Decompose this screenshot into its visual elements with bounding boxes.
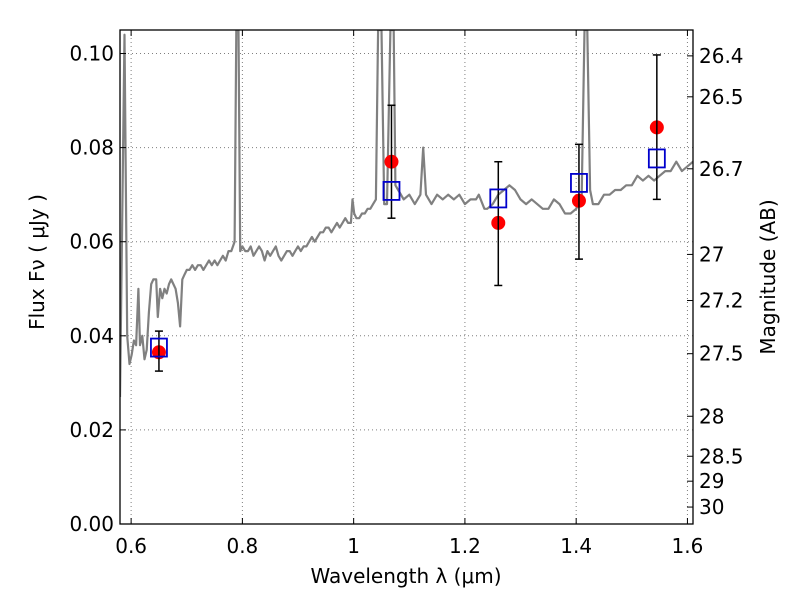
y-tick-label: 0.08 [69, 136, 114, 160]
synthetic-flux-marker [647, 148, 666, 169]
plot-frame [119, 29, 694, 525]
magnitude-tick-label: 28.5 [699, 444, 744, 468]
y-axis-label-right: Magnitude (AB) [756, 199, 780, 354]
x-tick-label: 1 [347, 534, 360, 558]
synthetic-flux-marker [150, 337, 168, 358]
y-tick-label: 0.00 [69, 512, 114, 536]
y-tick-label: 0.06 [69, 230, 114, 254]
y-tick-label: 0.02 [69, 418, 114, 442]
model-spectrum-line [120, 30, 693, 398]
x-tick-label: 0.6 [115, 534, 147, 558]
magnitude-tick-label: 30 [699, 495, 724, 519]
x-tick-label: 1.4 [560, 534, 592, 558]
magnitude-tick-label: 29 [699, 469, 724, 493]
plot-area [120, 30, 693, 398]
y-tick-label: 0.10 [69, 42, 114, 66]
y-axis-label-left: Flux Fν ( μJy ) [25, 194, 49, 330]
ticks: 0.6 0.8 1 1.2 1.4 1.6 0.00 0.02 0.04 0.06 0.08 0.10… [69, 30, 744, 558]
magnitude-tick-label: 26.7 [699, 157, 744, 181]
y-tick-label: 0.04 [69, 324, 114, 348]
magnitude-tick-label: 27.2 [699, 289, 744, 313]
x-axis-label: Wavelength λ (μm) [310, 564, 501, 588]
x-tick-label: 1.2 [449, 534, 481, 558]
synthetic-flux-marker [489, 188, 508, 209]
magnitude-tick-label: 27.5 [699, 342, 744, 366]
magnitude-tick-label: 26.4 [699, 44, 744, 68]
synthetic-flux-marker [570, 173, 588, 193]
magnitude-tick-label: 27 [699, 242, 724, 266]
grid [120, 30, 693, 525]
magnitude-tick-label: 28 [699, 404, 724, 428]
magnitude-tick-label: 26.5 [699, 85, 744, 109]
x-tick-label: 0.8 [226, 534, 258, 558]
synthetic-flux-marker [382, 181, 401, 201]
x-tick-label: 1.6 [672, 534, 704, 558]
